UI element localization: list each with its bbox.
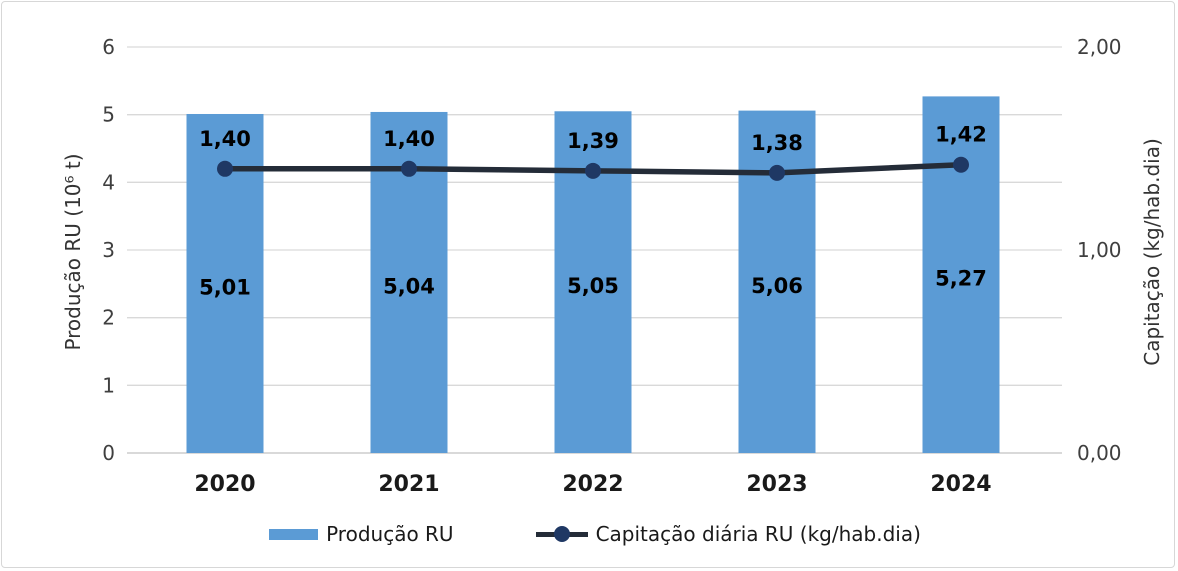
line-marker [953,156,969,173]
legend-item-producao: Produção RU [269,522,454,546]
left-axis-tick-label: 5 [102,103,115,127]
bar-value-label: 5,05 [567,274,619,298]
bar-value-label: 5,01 [199,275,251,299]
x-axis-label-2022: 2022 [562,472,623,497]
left-axis-tick-label: 6 [102,35,115,59]
line-marker [769,164,785,181]
line-marker [585,162,601,179]
x-axis-label-2024: 2024 [930,472,991,497]
line-marker [217,160,233,177]
legend-label-capitacao: Capitação diária RU (kg/hab.dia) [595,522,921,546]
left-axis-tick-label: 3 [102,238,115,262]
right-axis-tick-label: 2,00 [1077,35,1122,59]
left-axis-tick-label: 2 [102,306,115,330]
x-axis-label-2020: 2020 [194,472,255,497]
x-axis-label-2021: 2021 [378,472,439,497]
bar-value-label: 5,04 [383,274,435,298]
x-axis-label-2023: 2023 [746,472,807,497]
bar-value-label: 5,27 [935,267,987,291]
bar-series-swatch-icon [269,528,319,540]
left-axis-tick-label: 4 [102,170,115,194]
line-value-label: 1,40 [199,127,251,151]
bar-2024 [922,96,1000,453]
left-axis-title: Produção RU (10⁶ t) [61,153,85,351]
line-value-label: 1,42 [935,123,987,147]
line-value-label: 1,40 [383,127,435,151]
right-axis-title: Capitação (kg/hab.dia) [1140,138,1164,366]
legend: Produção RU Capitação diária RU (kg/hab.… [135,518,1055,550]
bar-value-label: 5,06 [751,274,803,298]
left-axis-tick-label: 1 [102,373,115,397]
line-value-label: 1,38 [751,131,803,155]
legend-item-capitacao: Capitação diária RU (kg/hab.dia) [535,522,921,546]
left-axis-tick-label: 0 [102,441,115,465]
legend-label-producao: Produção RU [326,522,454,546]
line-value-label: 1,39 [567,129,619,153]
legend-line-marker-icon [553,526,570,542]
right-axis-tick-label: 0,00 [1077,441,1122,465]
right-axis-tick-label: 1,00 [1077,238,1122,262]
line-series-swatch-icon [535,526,588,542]
line-marker [401,160,417,177]
